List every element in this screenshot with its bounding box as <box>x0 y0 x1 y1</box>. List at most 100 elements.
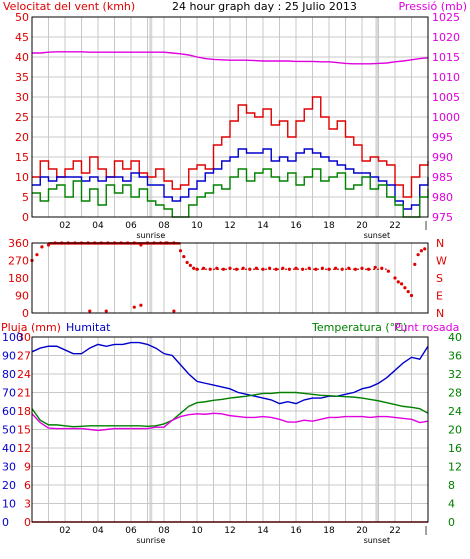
temperature-tick-label: 16 <box>448 442 462 455</box>
wind-tick-label: 5 <box>22 191 29 204</box>
direction-tick-label: 270 <box>8 255 29 268</box>
direction-point <box>409 293 414 298</box>
x-tick-label: 14 <box>257 221 269 231</box>
wind-axis-title: Velocitat del vent (kmh) <box>3 0 135 13</box>
x-tick-label: 10 <box>191 221 203 231</box>
direction-point <box>314 267 318 271</box>
wind-pressure-panel: 02 04 06 08 10 12 14 16 18 20 22 | sunrise sunset 0 5 10… <box>15 11 460 240</box>
humidity-tick-label: 10 <box>2 498 16 511</box>
humidity-tick-label: 70 <box>2 387 16 400</box>
direction-point <box>294 266 298 270</box>
pressure-tick-label: 1010 <box>432 71 460 84</box>
humidity-tick-label: 0 <box>2 516 9 529</box>
compass-tick-label: W <box>436 255 447 268</box>
humidity-tick-label: 80 <box>2 368 16 381</box>
direction-point <box>104 309 108 313</box>
temperature-axis-title: Temperatura (°C) <box>311 321 407 334</box>
wind-tick-label: 45 <box>15 31 29 44</box>
rain-tick-label: 6 <box>24 479 31 492</box>
x-tick-label: 14 <box>257 526 269 536</box>
direction-point <box>367 267 371 271</box>
direction-point <box>172 309 176 313</box>
x-tick-label: 18 <box>323 221 335 231</box>
rain-axis-title: Pluja (mm) <box>1 321 61 334</box>
direction-point <box>373 265 377 269</box>
pressure-tick-label: 975 <box>432 211 453 224</box>
rain-tick-label: 21 <box>17 387 31 400</box>
direction-point <box>192 266 196 270</box>
x-tick-label: 20 <box>356 526 368 536</box>
x-tick-label: 22 <box>389 526 400 536</box>
wind-tick-label: 0 <box>22 211 29 224</box>
humidity-tick-label: 60 <box>2 405 16 418</box>
pressure-tick-label: 985 <box>432 171 453 184</box>
direction-point <box>416 253 420 257</box>
x-tick-label: 12 <box>224 526 235 536</box>
direction-point <box>423 247 427 251</box>
wind-tick-label: 35 <box>15 71 29 84</box>
rain-tick-label: 27 <box>17 350 31 363</box>
pressure-tick-label: 990 <box>432 151 453 164</box>
x-tick-end: | <box>424 221 427 231</box>
humidity-tick-label: 50 <box>2 424 16 437</box>
temperature-tick-label: 40 <box>448 331 462 344</box>
direction-point <box>139 303 143 307</box>
rain-tick-label: 24 <box>17 368 31 381</box>
temperature-tick-label: 8 <box>448 479 455 492</box>
direction-point <box>386 269 390 273</box>
pressure-tick-label: 995 <box>432 131 453 144</box>
humidity-tick-label: 100 <box>2 331 23 344</box>
x-tick-label: 02 <box>59 221 70 231</box>
x-tick-label: 06 <box>125 526 137 536</box>
sunset-label: sunset <box>364 231 391 240</box>
pressure-tick-label: 1005 <box>432 91 460 104</box>
series-punt-rosada <box>31 412 429 432</box>
pressure-axis-title: Pressió (mb) <box>398 0 467 13</box>
direction-point <box>221 267 225 271</box>
direction-point <box>413 262 417 266</box>
pressure-tick-label: 1020 <box>432 31 460 44</box>
x-tick-label: 04 <box>92 221 104 231</box>
rain-tick-label: 12 <box>17 442 31 455</box>
pressure-tick-label: 1000 <box>432 111 460 124</box>
wind-tick-label: 20 <box>15 131 29 144</box>
rain-tick-label: 9 <box>24 461 31 474</box>
wind-tick-label: 50 <box>15 11 29 24</box>
direction-point <box>393 276 397 280</box>
x-tick-label: 08 <box>158 221 170 231</box>
direction-point <box>400 282 404 286</box>
wind-tick-label: 15 <box>15 151 29 164</box>
dewpoint-axis-title: Punt rosada <box>394 321 459 334</box>
direction-point <box>132 305 136 309</box>
temperature-tick-label: 28 <box>448 387 462 400</box>
direction-point <box>274 267 278 271</box>
temperature-tick-label: 4 <box>448 498 455 511</box>
x-tick-label: 12 <box>224 221 235 231</box>
x-tick-label: 16 <box>290 526 302 536</box>
x-tick-label: 20 <box>356 221 368 231</box>
temperature-tick-label: 24 <box>448 405 462 418</box>
humidity-tick-label: 40 <box>2 442 16 455</box>
compass-tick-label: N <box>436 237 444 250</box>
direction-point <box>396 280 400 284</box>
humidity-tick-label: 30 <box>2 461 16 474</box>
x-tick-label: 16 <box>290 221 302 231</box>
direction-point <box>188 263 192 267</box>
series-pressi- <box>32 51 429 65</box>
panel1-frame <box>31 16 429 218</box>
series-minim <box>32 168 429 218</box>
direction-point <box>40 245 44 249</box>
sunrise-label: sunrise <box>136 536 165 545</box>
direction-point <box>235 267 239 271</box>
temperature-tick-label: 36 <box>448 350 462 363</box>
humidity-tick-label: 20 <box>2 479 16 492</box>
temperature-tick-label: 12 <box>448 461 462 474</box>
wind-tick-label: 40 <box>15 51 29 64</box>
rain-tick-label: 3 <box>24 498 31 511</box>
wind-tick-label: 25 <box>15 111 29 124</box>
chart-date-title: 24 hour graph day : 25 Julio 2013 <box>172 0 357 13</box>
wind-tick-label: 30 <box>15 91 29 104</box>
